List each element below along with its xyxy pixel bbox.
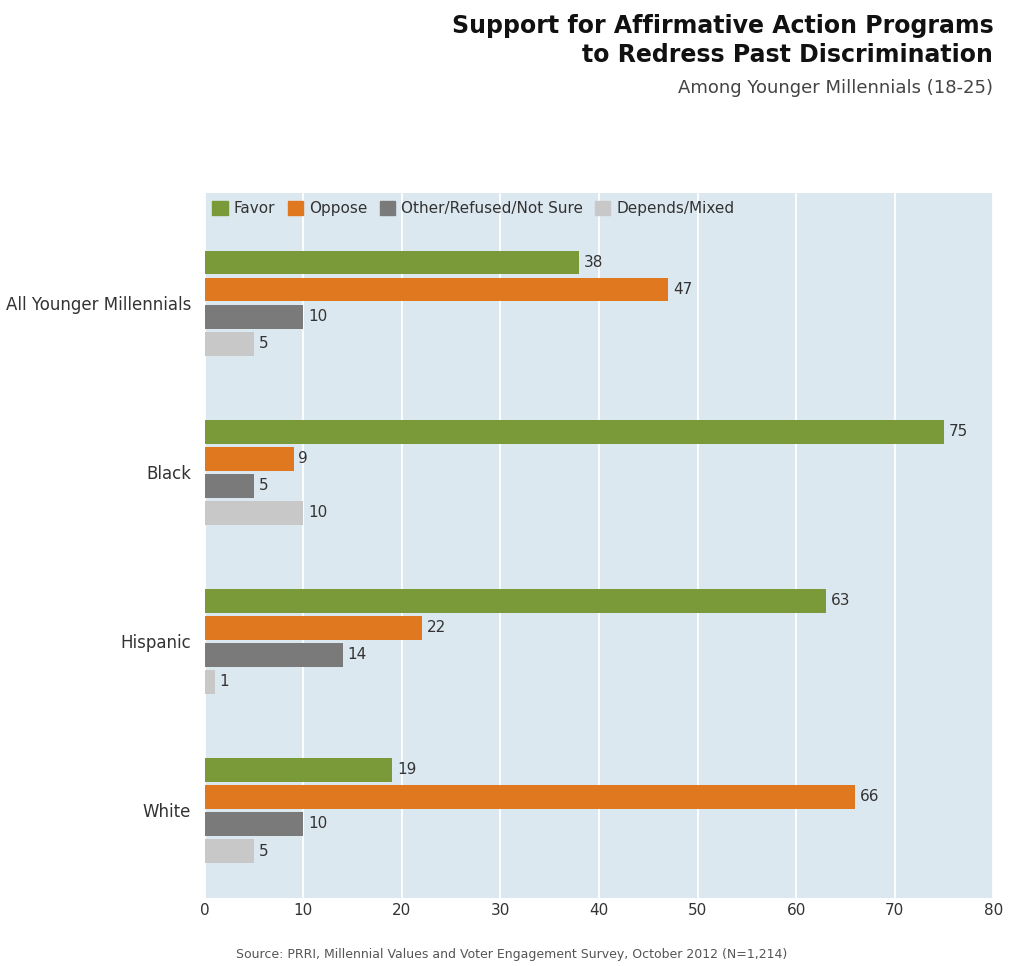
Text: 47: 47 bbox=[673, 282, 692, 298]
Text: 10: 10 bbox=[308, 309, 328, 325]
Bar bbox=[205, 785, 855, 809]
Text: 10: 10 bbox=[308, 505, 328, 521]
Text: 5: 5 bbox=[259, 843, 268, 859]
Legend: Favor, Oppose, Other/Refused/Not Sure, Depends/Mixed: Favor, Oppose, Other/Refused/Not Sure, D… bbox=[212, 201, 734, 216]
Text: 10: 10 bbox=[308, 816, 328, 832]
Text: 5: 5 bbox=[259, 336, 268, 352]
Text: Among Younger Millennials (18-25): Among Younger Millennials (18-25) bbox=[678, 79, 993, 98]
Bar bbox=[205, 758, 392, 781]
Text: 5: 5 bbox=[259, 478, 268, 494]
Text: 14: 14 bbox=[348, 647, 367, 663]
Text: 66: 66 bbox=[860, 789, 880, 805]
Text: to Redress Past Discrimination: to Redress Past Discrimination bbox=[583, 43, 993, 68]
Text: Source: PRRI, Millennial Values and Voter Engagement Survey, October 2012 (N=1,2: Source: PRRI, Millennial Values and Vote… bbox=[237, 949, 787, 961]
Bar bbox=[205, 277, 668, 301]
Bar bbox=[205, 250, 580, 274]
Bar bbox=[205, 839, 254, 863]
Bar bbox=[205, 447, 294, 470]
Text: 19: 19 bbox=[397, 762, 417, 778]
Bar bbox=[205, 474, 254, 497]
Bar bbox=[205, 643, 343, 667]
Text: 63: 63 bbox=[830, 593, 850, 609]
Text: 9: 9 bbox=[298, 451, 308, 467]
Text: 75: 75 bbox=[949, 424, 968, 440]
Bar bbox=[205, 670, 215, 694]
Bar bbox=[205, 304, 303, 328]
Text: 38: 38 bbox=[585, 255, 603, 270]
Bar bbox=[205, 589, 825, 612]
Bar bbox=[205, 812, 303, 836]
Text: 1: 1 bbox=[219, 674, 229, 690]
Text: 22: 22 bbox=[427, 620, 445, 636]
Bar bbox=[205, 331, 254, 355]
Text: Support for Affirmative Action Programs: Support for Affirmative Action Programs bbox=[452, 14, 993, 39]
Bar bbox=[205, 616, 422, 639]
Bar bbox=[205, 501, 303, 525]
Bar bbox=[205, 420, 944, 443]
